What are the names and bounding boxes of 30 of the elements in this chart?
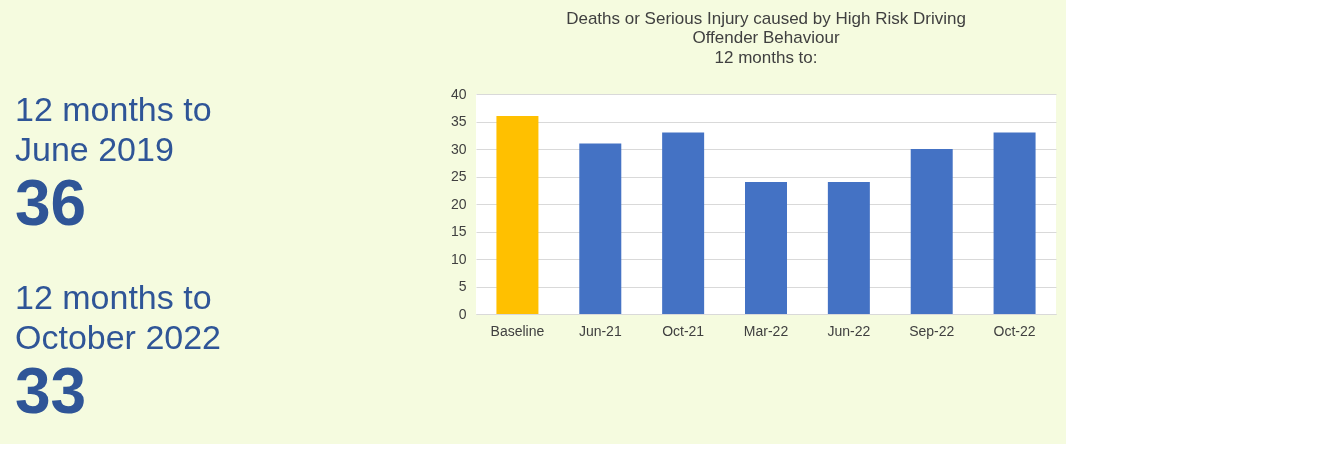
text: Offender Behaviour	[692, 28, 840, 47]
y-tick-label: 35	[450, 113, 467, 129]
text: Deaths or Serious Injury caused by High Risk Driving	[566, 9, 966, 28]
bar	[662, 132, 705, 314]
y-tick-label: 10	[450, 250, 467, 267]
y-tick-label: 30	[450, 140, 467, 157]
x-tick-label: Baseline	[490, 322, 545, 339]
bar	[827, 182, 870, 314]
x-tick-label: Jun-21	[578, 322, 622, 339]
x-tick-label: Mar-22	[743, 322, 789, 339]
text: 12 months to June 2019	[15, 90, 212, 168]
text: 33	[15, 355, 87, 427]
bar	[745, 182, 787, 314]
y-tick-label: 0	[458, 305, 467, 322]
x-tick-label: Oct-22	[993, 322, 1036, 339]
y-tick-label: 20	[450, 195, 467, 212]
text: 36	[15, 167, 87, 239]
text: 12 months to October 2022	[15, 278, 222, 356]
y-tick-label: 40	[450, 85, 467, 102]
y-tick-label: 15	[450, 223, 467, 239]
bar	[993, 132, 1036, 314]
bar	[496, 116, 539, 314]
y-tick-label: 25	[450, 168, 467, 184]
chart-subtitle: 12 months to:	[714, 48, 818, 67]
x-tick-label: Oct-21	[662, 322, 705, 339]
x-tick-label: Sep-22	[909, 322, 955, 339]
bar	[579, 143, 622, 314]
x-tick-label: Jun-22	[827, 322, 871, 339]
bar	[910, 149, 953, 314]
y-tick-label: 5	[458, 278, 467, 294]
